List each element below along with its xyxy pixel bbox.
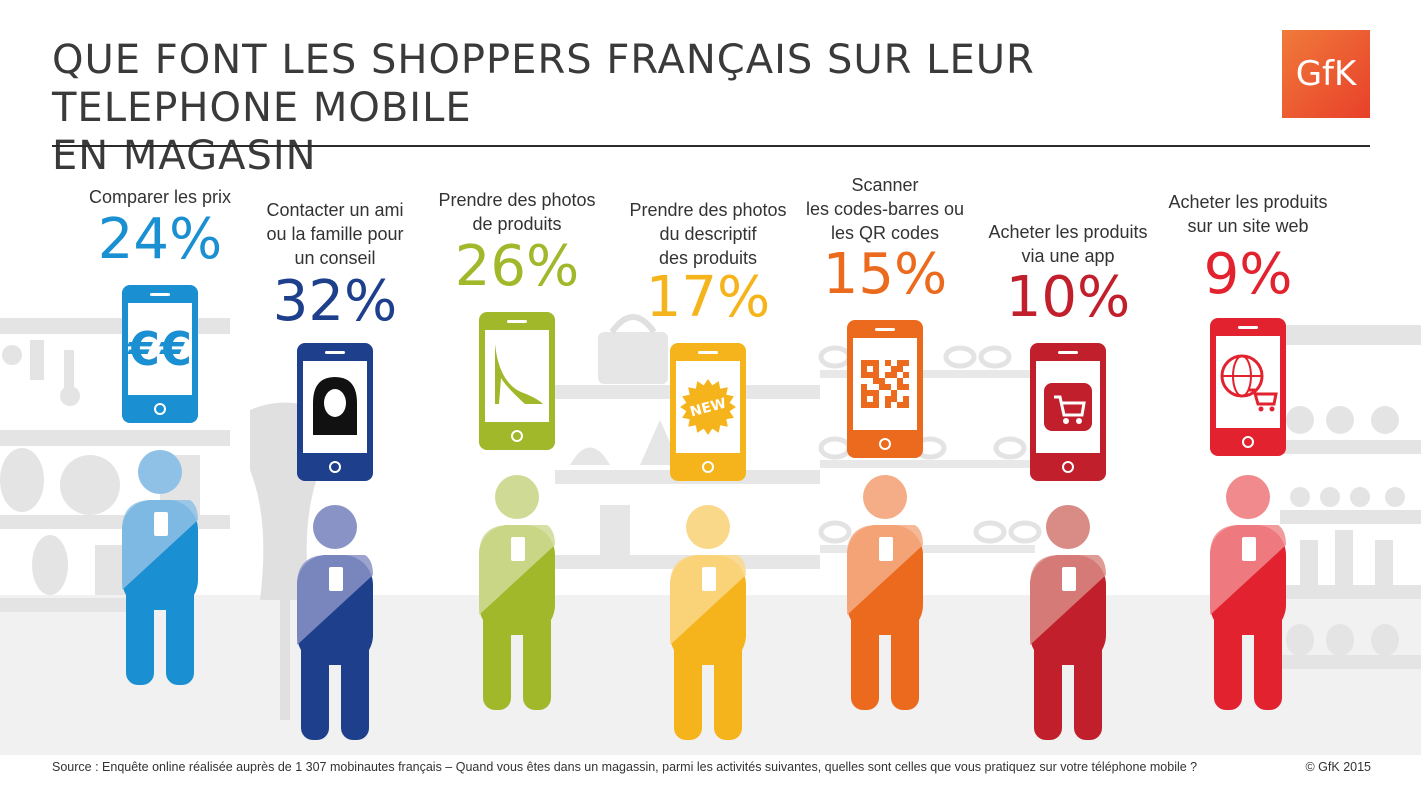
- activity-label: Contacter un ami ou la famille pour un c…: [240, 198, 430, 270]
- figure-highlight: [847, 525, 923, 615]
- shopper-figure: [1030, 505, 1106, 740]
- figure-head: [313, 505, 357, 549]
- title-line-1: QUE FONT LES SHOPPERS FRANÇAIS SUR LEUR …: [52, 37, 1035, 131]
- percentage-value: 32%: [272, 269, 398, 334]
- percentage-value: 10%: [1005, 265, 1131, 330]
- percentage-value: 24%: [97, 207, 223, 272]
- figure-right-leg: [1074, 635, 1102, 740]
- activity-label: Acheter les produits sur un site web: [1153, 190, 1343, 238]
- shopping-cart-app-icon: [1044, 383, 1092, 431]
- qr-code-icon: [861, 360, 909, 408]
- figure-left-leg: [1034, 635, 1062, 740]
- activity-label-text: Contacter un ami ou la famille pour un c…: [266, 200, 404, 268]
- title-divider: [52, 145, 1370, 147]
- title-line-2: EN MAGASIN: [52, 133, 317, 179]
- high-heel-shoe-icon: [495, 344, 543, 404]
- percentage-value: 26%: [454, 234, 580, 299]
- logo-text: GfK: [1295, 54, 1357, 94]
- hand-phone: [329, 567, 343, 591]
- activity-label: Acheter les produits via une app: [973, 220, 1163, 268]
- page-title: QUE FONT LES SHOPPERS FRANÇAIS SUR LEUR …: [52, 36, 1252, 180]
- smartphone: €€: [122, 285, 198, 423]
- shopper-figure: [479, 475, 555, 710]
- figure-head: [686, 505, 730, 549]
- activity-label: Scanner les codes-barres ou les QR codes: [790, 173, 980, 245]
- activity-label: Prendre des photos de produits: [422, 188, 612, 236]
- figure-head: [138, 450, 182, 494]
- figure-head: [495, 475, 539, 519]
- globe-cart-icon: [1220, 354, 1278, 412]
- figure-left-leg: [483, 605, 511, 710]
- smartphone: NEW: [670, 343, 746, 481]
- activity-label-text: Acheter les produits sur un site web: [1168, 192, 1328, 236]
- figure-left-leg: [851, 605, 879, 710]
- euro-icon: €€: [127, 322, 192, 376]
- woman-portrait-icon: [313, 377, 357, 435]
- activity-label: Prendre des photos du descriptif des pro…: [613, 198, 803, 270]
- activity-label-text: Prendre des photos de produits: [438, 190, 596, 234]
- smartphone: [1030, 343, 1106, 481]
- hand-phone: [1062, 567, 1076, 591]
- figure-highlight: [297, 555, 373, 645]
- shopper-figure: [122, 450, 198, 685]
- figure-right-leg: [714, 635, 742, 740]
- smartphone: [297, 343, 373, 481]
- shopper-figure: [297, 505, 373, 740]
- figure-left-leg: [301, 635, 329, 740]
- activity-label-text: Prendre des photos du descriptif des pro…: [629, 200, 787, 268]
- hand-phone: [879, 537, 893, 561]
- percentage-value: 15%: [822, 242, 948, 307]
- hand-phone: [154, 512, 168, 536]
- percentage-value: 17%: [645, 265, 771, 330]
- figure-highlight: [670, 555, 746, 645]
- figure-left-leg: [126, 580, 154, 685]
- figure-left-leg: [1214, 605, 1242, 710]
- copyright: © GfK 2015: [1305, 760, 1372, 774]
- figure-head: [1046, 505, 1090, 549]
- activity-label: Comparer les prix: [65, 185, 255, 209]
- figure-head: [1226, 475, 1270, 519]
- activity-label-text: Scanner les codes-barres ou les QR codes: [805, 175, 965, 243]
- figure-right-leg: [1254, 605, 1282, 710]
- source-note: Source : Enquête online réalisée auprès …: [52, 760, 1198, 774]
- figure-right-leg: [166, 580, 194, 685]
- new-badge-icon: NEW: [680, 379, 736, 435]
- figure-head: [863, 475, 907, 519]
- figure-highlight: [1210, 525, 1286, 615]
- hand-phone: [702, 567, 716, 591]
- hand-phone: [511, 537, 525, 561]
- figure-highlight: [1030, 555, 1106, 645]
- smartphone: [479, 312, 555, 450]
- shopper-figure: [847, 475, 923, 710]
- percentage-value: 9%: [1203, 242, 1293, 307]
- smartphone: [1210, 318, 1286, 456]
- hand-phone: [1242, 537, 1256, 561]
- figure-highlight: [479, 525, 555, 615]
- figure-right-leg: [523, 605, 551, 710]
- figure-right-leg: [341, 635, 369, 740]
- shopper-figure: [670, 505, 746, 740]
- shopper-figure: [1210, 475, 1286, 710]
- figure-highlight: [122, 500, 198, 590]
- figure-right-leg: [891, 605, 919, 710]
- smartphone: [847, 320, 923, 458]
- figure-left-leg: [674, 635, 702, 740]
- gfk-logo: GfK: [1282, 30, 1370, 118]
- activity-label-text: Comparer les prix: [88, 187, 232, 207]
- activity-label-text: Acheter les produits via une app: [988, 222, 1148, 266]
